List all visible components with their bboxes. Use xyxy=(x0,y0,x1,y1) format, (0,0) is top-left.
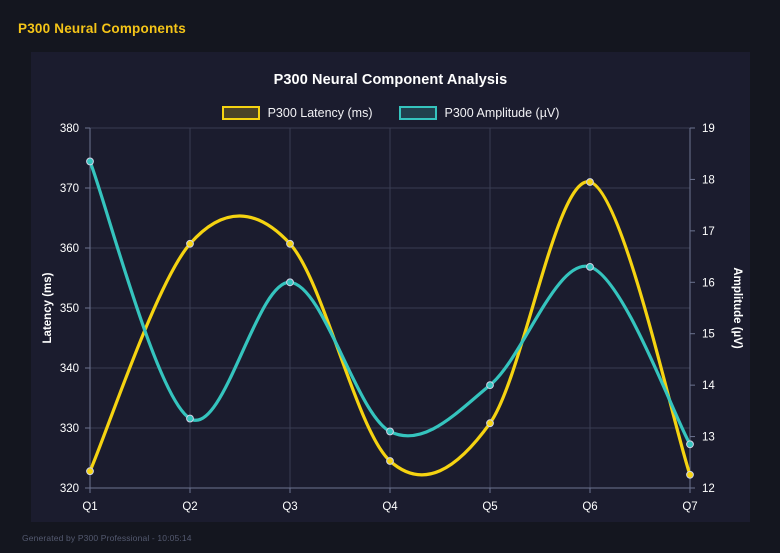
data-point[interactable]: Q4: 13.1 xyxy=(386,427,394,436)
y-axis-tick-label: 330 xyxy=(60,423,79,435)
y2-axis-tick-label: 18 xyxy=(702,174,715,186)
y2-axis-tick-label: 15 xyxy=(702,329,715,341)
footer-note: Generated by P300 Professional - 10:05:1… xyxy=(22,533,192,543)
data-point[interactable]: Q4: 324.5 xyxy=(386,457,394,465)
y2-axis-tick-label: 13 xyxy=(702,432,715,444)
x-axis-tick-label: Q7 xyxy=(682,501,697,513)
data-point[interactable]: Q1: 18.35 xyxy=(86,157,94,166)
data-point[interactable]: Q3: 360.7 xyxy=(286,239,294,248)
x-axis-tick-label: Q5 xyxy=(482,501,497,513)
series-latency: Q1: 322.8 Q2: 360.7 Q3: 360.7 Q4: 324.5 Q5: … xyxy=(86,178,694,479)
data-point[interactable]: Q6: 16.3 xyxy=(586,262,594,271)
legend-swatch-amplitude xyxy=(398,106,437,120)
x-axis-tick-label: Q1 xyxy=(82,501,97,513)
data-point[interactable]: Q7: 12.85 xyxy=(686,440,694,449)
legend-item-latency[interactable]: P300 Latency (ms) xyxy=(221,106,373,120)
y-axis-tick-label: 360 xyxy=(60,243,79,255)
x-axis-tick-label: Q3 xyxy=(282,501,297,513)
x-axis-tick-label: Q6 xyxy=(582,501,597,513)
data-point[interactable]: Q5: 330.8 xyxy=(486,419,494,428)
y2-axis-tick-label: 14 xyxy=(702,380,715,392)
y-axis-tick-label: 380 xyxy=(60,123,79,135)
y2-axis-tick-label: 16 xyxy=(702,277,715,289)
data-point[interactable]: Q7: 322.2 xyxy=(686,470,694,479)
series-amplitude: Q1: 18.35 Q2: 13.35 Q3: 16 Q4: 13.1 Q5: 14 Q6… xyxy=(86,157,694,449)
x-axis-tick-label: Q2 xyxy=(182,501,197,513)
chart-legend: P300 Latency (ms) P300 Amplitude (µV) xyxy=(31,106,750,120)
y2-axis-tick-label: 12 xyxy=(702,483,715,495)
y-axis-title: Latency (ms) xyxy=(42,272,54,343)
y-axis-tick-label: 340 xyxy=(60,363,79,375)
chart-svg: 320 330 340 350 360 370 380 12 13 14 15 16 17 18 19 Q1 Q… xyxy=(42,123,743,513)
data-point[interactable]: Q2: 13.35 xyxy=(186,414,194,423)
y-axis-tick-label: 350 xyxy=(60,303,79,315)
data-point[interactable]: Q6: 371 xyxy=(586,178,594,186)
legend-label-latency: P300 Latency (ms) xyxy=(267,106,373,120)
data-point[interactable]: Q5: 14 xyxy=(486,381,494,390)
page-title: P300 Neural Components xyxy=(18,21,186,36)
data-point[interactable]: Q2: 360.7 xyxy=(186,239,194,248)
x-axis-tick-label: Q4 xyxy=(382,501,398,513)
chart-title: P300 Neural Component Analysis xyxy=(273,72,508,88)
data-point[interactable]: Q1: 322.8 xyxy=(86,467,94,476)
data-point[interactable]: Q3: 16 xyxy=(286,278,294,287)
plot-area: 320 330 340 350 360 370 380 12 13 14 15 16 17 18 19 Q1 Q… xyxy=(31,52,750,522)
y2-axis-tick-label: 19 xyxy=(702,123,715,135)
legend-swatch-latency xyxy=(221,106,260,120)
legend-label-amplitude: P300 Amplitude (µV) xyxy=(444,106,560,120)
chart-panel: P300 Neural Component Analysis P300 Late… xyxy=(31,52,750,522)
y2-axis-title: Amplitude (µV) xyxy=(731,267,743,349)
y2-axis-tick-label: 17 xyxy=(702,226,715,238)
y-axis-tick-label: 320 xyxy=(60,483,79,495)
y-axis-tick-label: 370 xyxy=(60,183,79,195)
legend-item-amplitude[interactable]: P300 Amplitude (µV) xyxy=(398,106,560,120)
